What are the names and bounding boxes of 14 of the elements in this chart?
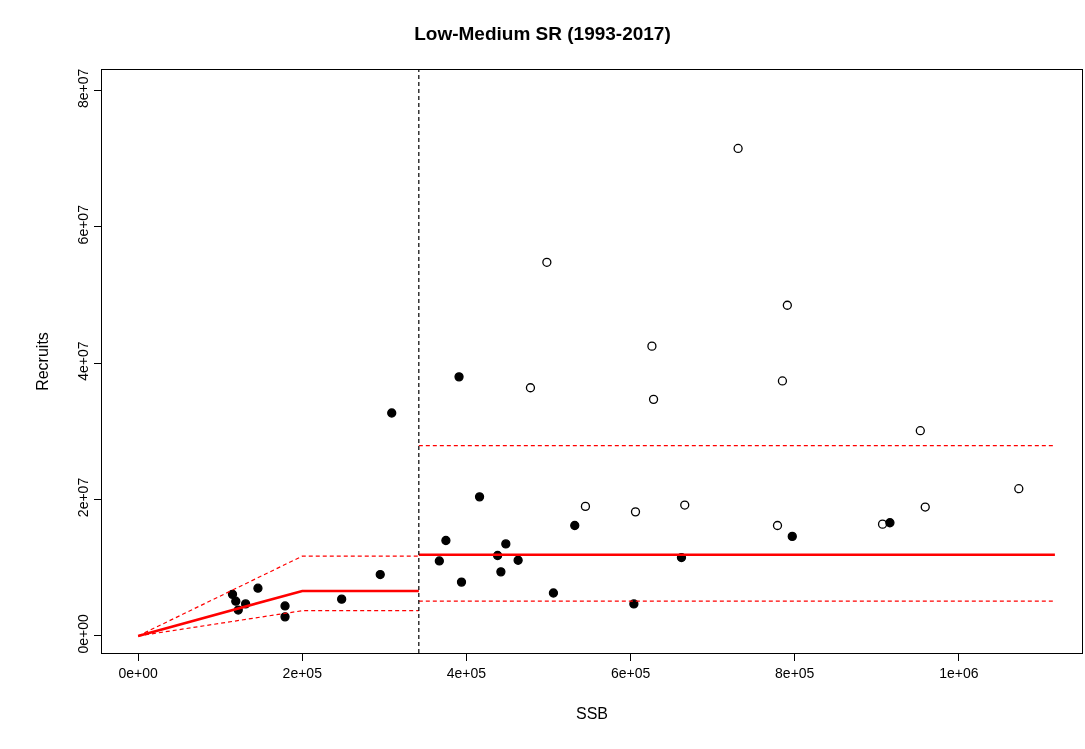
x-tick-label: 4e+05 (446, 664, 487, 681)
x-tick-label: 1e+06 (939, 664, 979, 681)
chart-title: Low-Medium SR (1993-2017) (414, 22, 671, 44)
y-tick-label: 0e+00 (75, 613, 92, 654)
y-tick-label: 2e+07 (75, 477, 92, 518)
y-tick-label: 6e+07 (75, 204, 92, 245)
x-tick-label: 6e+05 (610, 664, 651, 681)
y-axis-title: Recruits (34, 332, 52, 391)
y-tick-label: 8e+07 (75, 68, 92, 109)
x-axis-title: SSB (575, 705, 609, 723)
x-tick-label: 2e+05 (282, 664, 323, 681)
y-tick-label: 4e+07 (75, 341, 92, 381)
x-tick-label: 8e+05 (775, 664, 815, 681)
x-tick-label: 0e+00 (118, 664, 158, 681)
